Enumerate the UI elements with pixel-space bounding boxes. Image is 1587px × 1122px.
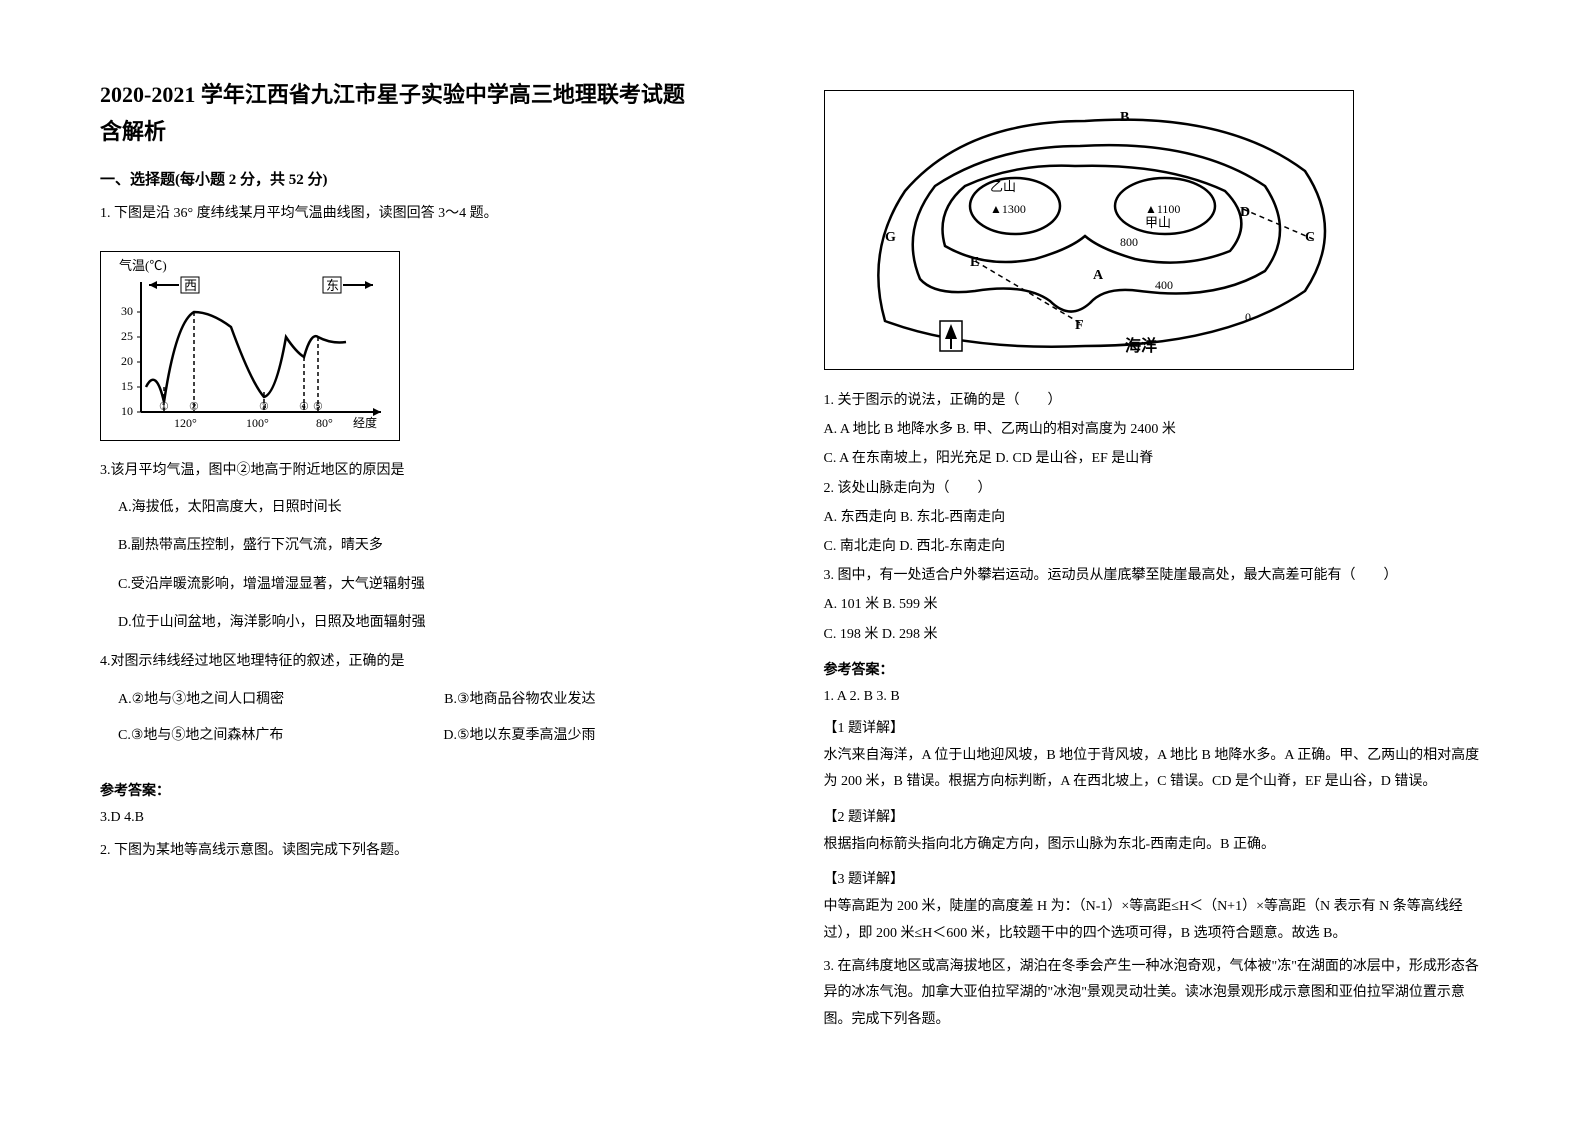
d2-text: 根据指向标箭头指向北方确定方向，图示山脉为东北-西南走向。B 正确。 bbox=[824, 832, 1488, 859]
svg-text:25: 25 bbox=[121, 329, 133, 343]
ocean-label: 海洋 bbox=[1125, 336, 1157, 355]
west-arrow-group: 西 bbox=[149, 277, 199, 293]
contour-0 bbox=[878, 120, 1325, 347]
svg-text:15: 15 bbox=[121, 379, 133, 393]
svg-text:B: B bbox=[1120, 110, 1129, 125]
q1-intro: 1. 下图是沿 36° 度纬线某月平均气温曲线图，读图回答 3～4 题。 bbox=[100, 203, 764, 225]
q4-row2: C.③地与⑤地之间森林广布 D.⑤地以东夏季高温少雨 bbox=[100, 724, 764, 744]
dashed-lines bbox=[164, 312, 318, 412]
r2: 2. 该处山脉走向为（ ） bbox=[824, 476, 1488, 501]
r1: 1. 关于图示的说法，正确的是（ ） bbox=[824, 388, 1488, 413]
east-arrow-group: 东 bbox=[323, 277, 373, 293]
x-ticks: 120° 100° 80° 经度 bbox=[174, 415, 377, 430]
peak-left-val: ▲1300 bbox=[990, 202, 1026, 216]
peak-right-val: ▲1100 bbox=[1145, 202, 1180, 216]
answer-label-1: 参考答案： bbox=[100, 780, 764, 800]
peak-left-name: 乙山 bbox=[990, 179, 1016, 194]
label-400: 400 bbox=[1155, 278, 1173, 292]
q2-intro: 2. 下图为某地等高线示意图。读图完成下列各题。 bbox=[100, 840, 764, 862]
y-axis-label: 气温(℃) bbox=[119, 258, 167, 273]
right-column: 乙山 ▲1300 ▲1100 甲山 800 400 0 A B C D E F … bbox=[824, 80, 1488, 1062]
q3-d: D.位于山间盆地，海洋影响小，日照及地面辐射强 bbox=[100, 612, 764, 634]
svg-text:东: 东 bbox=[326, 278, 339, 293]
r3-cd: C. 198 米 D. 298 米 bbox=[824, 622, 1488, 647]
answer-seq: 1. A 2. B 3. B bbox=[824, 689, 1488, 705]
q4-row1: A.②地与③地之间人口稠密 B.③地商品谷物农业发达 bbox=[100, 688, 764, 708]
r2-ab: A. 东西走向 B. 东北-西南走向 bbox=[824, 505, 1488, 530]
svg-text:10: 10 bbox=[121, 404, 133, 418]
svg-text:100°: 100° bbox=[246, 416, 269, 430]
q4: 4.对图示纬线经过地区地理特征的叙述，正确的是 bbox=[100, 650, 764, 674]
main-title-l2: 含解析 bbox=[100, 117, 764, 148]
svg-text:30: 30 bbox=[121, 304, 133, 318]
q3-a: A.海拔低，太阳高度大，日照时间长 bbox=[100, 497, 764, 519]
north-arrow bbox=[940, 321, 962, 351]
q3r: 3. 在高纬度地区或高海拔地区，湖泊在冬季会产生一种冰泡奇观，气体被"冻"在湖面… bbox=[824, 954, 1488, 1034]
d3-header: 【3 题详解】 bbox=[824, 868, 1488, 888]
svg-text:120°: 120° bbox=[174, 416, 197, 430]
peak-right-name: 甲山 bbox=[1145, 215, 1171, 230]
q3: 3.该月平均气温，图中②地高于附近地区的原因是 bbox=[100, 459, 764, 483]
q4-a: A.②地与③地之间人口稠密 bbox=[118, 688, 284, 708]
q4-b: B.③地商品谷物农业发达 bbox=[444, 688, 595, 708]
svg-text:D: D bbox=[1240, 205, 1250, 220]
left-column: 2020-2021 学年江西省九江市星子实验中学高三地理联考试题 含解析 一、选… bbox=[100, 80, 764, 1062]
main-title-l1: 2020-2021 学年江西省九江市星子实验中学高三地理联考试题 bbox=[100, 80, 764, 111]
temp-chart-svg: 气温(℃) 西 东 10 15 bbox=[101, 252, 399, 440]
svg-text:G: G bbox=[885, 230, 896, 245]
contour-svg: 乙山 ▲1300 ▲1100 甲山 800 400 0 A B C D E F … bbox=[825, 91, 1353, 369]
r3-ab: A. 101 米 B. 599 米 bbox=[824, 592, 1488, 617]
r1-ab: A. A 地比 B 地降水多 B. 甲、乙两山的相对高度为 2400 米 bbox=[824, 417, 1488, 442]
svg-text:20: 20 bbox=[121, 354, 133, 368]
d1-header: 【1 题详解】 bbox=[824, 717, 1488, 737]
svg-text:80°: 80° bbox=[316, 416, 333, 430]
svg-text:西: 西 bbox=[184, 278, 197, 293]
answer-34: 3.D 4.B bbox=[100, 810, 764, 826]
r1-cd: C. A 在东南坡上，阳光充足 D. CD 是山谷，EF 是山脊 bbox=[824, 446, 1488, 471]
answer-label-2: 参考答案： bbox=[824, 659, 1488, 679]
svg-text:经度: 经度 bbox=[353, 415, 377, 430]
d1-text: 水汽来自海洋，A 位于山地迎风坡，B 地位于背风坡，A 地比 B 地降水多。A … bbox=[824, 743, 1488, 796]
d3-text: 中等高距为 200 米，陡崖的高度差 H 为：（N-1）×等高距≤H＜（N+1）… bbox=[824, 894, 1488, 947]
label-800: 800 bbox=[1120, 235, 1138, 249]
svg-text:A: A bbox=[1093, 268, 1104, 283]
contour-800 bbox=[942, 166, 1241, 263]
temperature-chart: 气温(℃) 西 东 10 15 bbox=[100, 251, 400, 441]
r2-cd: C. 南北走向 D. 西北-东南走向 bbox=[824, 534, 1488, 559]
r3: 3. 图中，有一处适合户外攀岩运动。运动员从崖底攀至陡崖最高处，最大高差可能有（… bbox=[824, 563, 1488, 588]
d2-header: 【2 题详解】 bbox=[824, 806, 1488, 826]
contour-map: 乙山 ▲1300 ▲1100 甲山 800 400 0 A B C D E F … bbox=[824, 90, 1354, 370]
contour-400 bbox=[912, 145, 1279, 311]
section-header: 一、选择题(每小题 2 分，共 52 分) bbox=[100, 168, 764, 189]
point-labels: A B C D E F G bbox=[885, 110, 1315, 333]
label-0: 0 bbox=[1245, 310, 1251, 324]
y-ticks: 10 15 20 25 30 bbox=[121, 304, 141, 418]
q3-c: C.受沿岸暖流影响，增温增湿显著，大气逆辐射强 bbox=[100, 574, 764, 596]
temp-curve bbox=[146, 312, 346, 402]
q4-d: D.⑤地以东夏季高温少雨 bbox=[443, 724, 595, 744]
q3-b: B.副热带高压控制，盛行下沉气流，晴天多 bbox=[100, 535, 764, 557]
q4-c: C.③地与⑤地之间森林广布 bbox=[118, 724, 283, 744]
